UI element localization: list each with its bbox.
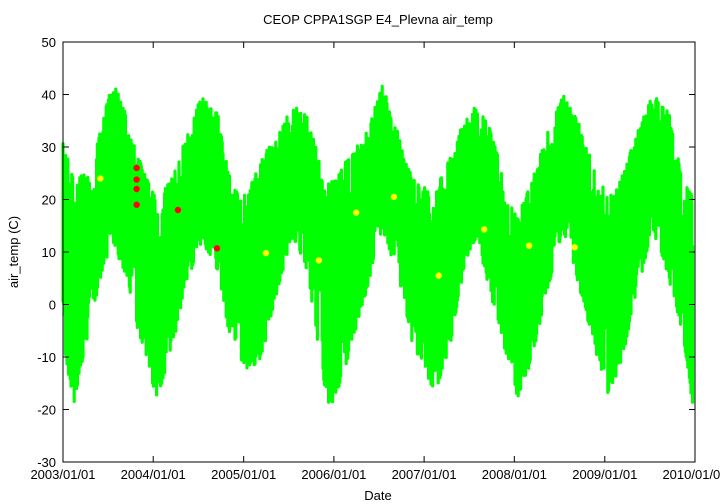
y-tick-label: 0 xyxy=(49,298,56,313)
flagged-point xyxy=(133,164,140,172)
flagged-point xyxy=(133,176,140,183)
x-axis: 2003/01/01 2004/01/01 2005/01/01 2006/01/01… xyxy=(30,42,720,482)
monthly-mean-point xyxy=(435,272,442,279)
y-tick-label: -30 xyxy=(37,455,56,470)
y-tick-label: 40 xyxy=(42,88,56,103)
x-tick-label: 2004/01/01 xyxy=(121,467,186,482)
x-tick-label: 2007/01/01 xyxy=(392,467,457,482)
x-tick-label: 2003/01/01 xyxy=(30,467,95,482)
monthly-mean-point xyxy=(97,175,104,182)
monthly-mean-point xyxy=(390,193,398,201)
chart-title: CEOP CPPA1SGP E4_Plevna air_temp xyxy=(263,12,493,27)
monthly-mean-point xyxy=(480,226,488,233)
x-tick-label: 2008/01/01 xyxy=(482,467,547,482)
x-tick-label: 2005/01/01 xyxy=(211,467,276,482)
plot-area xyxy=(61,84,695,404)
monthly-mean-point xyxy=(525,242,533,249)
y-tick-label: 50 xyxy=(42,35,56,50)
y-tick-label: 10 xyxy=(42,245,56,260)
y-axis-label: air_temp (C) xyxy=(6,216,21,288)
y-axis: -30 -20 -10 0 10 20 30 40 50 xyxy=(37,35,695,470)
monthly-mean-point xyxy=(315,257,323,264)
monthly-mean-point xyxy=(352,209,360,216)
air-temp-hourly-points xyxy=(61,84,695,404)
x-axis-label: Date xyxy=(364,488,391,503)
x-tick-label: 2009/01/01 xyxy=(572,467,637,482)
flagged-point xyxy=(213,245,221,252)
x-tick-label: 2006/01/01 xyxy=(301,467,366,482)
monthly-mean-point xyxy=(262,249,270,257)
flagged-point xyxy=(133,185,140,193)
y-tick-label: -10 xyxy=(37,350,56,365)
y-tick-label: 30 xyxy=(42,140,56,155)
flagged-point xyxy=(133,201,140,208)
x-tick-label: 2010/01/01 xyxy=(662,467,720,482)
y-tick-label: -20 xyxy=(37,403,56,418)
monthly-mean-point xyxy=(571,244,578,251)
flagged-point xyxy=(174,206,182,214)
y-tick-label: 20 xyxy=(42,193,56,208)
